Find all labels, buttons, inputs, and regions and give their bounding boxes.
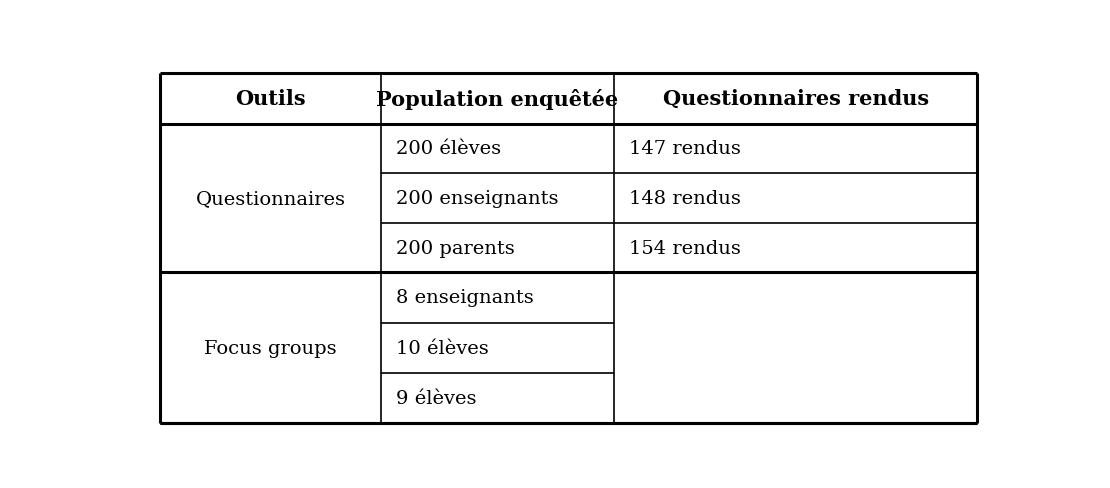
Text: Population enquêtée: Population enquêtée <box>376 88 618 109</box>
Text: 8 enseignants: 8 enseignants <box>396 289 534 307</box>
Text: 148 rendus: 148 rendus <box>629 189 741 207</box>
Text: Outils: Outils <box>235 89 306 109</box>
Text: Questionnaires: Questionnaires <box>195 189 345 207</box>
Text: 200 enseignants: 200 enseignants <box>396 189 559 207</box>
Text: 200 élèves: 200 élèves <box>396 140 502 158</box>
Text: 10 élèves: 10 élèves <box>396 339 490 357</box>
Text: 9 élèves: 9 élèves <box>396 389 477 407</box>
Text: Questionnaires rendus: Questionnaires rendus <box>663 89 929 109</box>
Text: 147 rendus: 147 rendus <box>629 140 741 158</box>
Text: 154 rendus: 154 rendus <box>629 239 741 257</box>
Text: Focus groups: Focus groups <box>204 339 337 357</box>
Text: 200 parents: 200 parents <box>396 239 515 257</box>
